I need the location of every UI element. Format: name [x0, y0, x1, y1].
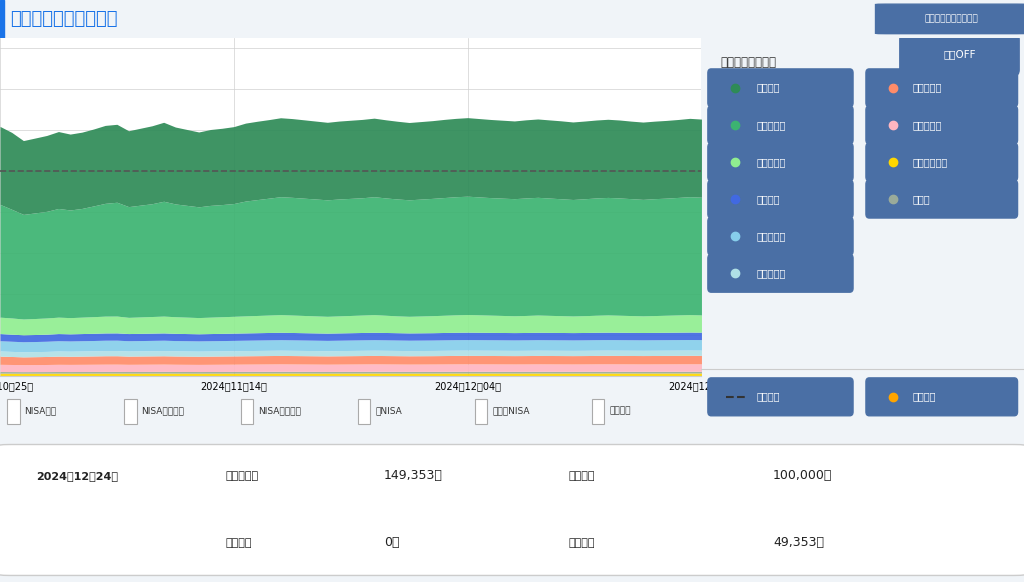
Text: NISA（積立）: NISA（積立） [258, 407, 301, 416]
Bar [0, 0, 4, 38]
Bar [7, 399, 19, 424]
FancyBboxPatch shape [708, 106, 853, 144]
FancyBboxPatch shape [866, 378, 1018, 416]
FancyBboxPatch shape [708, 143, 853, 181]
Text: 資産推移を詳しくみる: 資産推移を詳しくみる [925, 15, 978, 23]
Text: コモディティ: コモディティ [912, 157, 948, 167]
Text: 投資金額: 投資金額 [757, 392, 779, 402]
Text: 預り資産推移チャート: 預り資産推移チャート [10, 10, 118, 28]
Bar [592, 399, 604, 424]
Text: 目標銘柄: 目標銘柄 [609, 407, 631, 416]
Text: 先進国株式: 先進国株式 [757, 120, 785, 130]
Text: 新興国株式: 新興国株式 [757, 157, 785, 167]
Text: NISA（成長）: NISA（成長） [141, 407, 184, 416]
Text: 国内リート: 国内リート [912, 83, 942, 93]
Text: 国内株式: 国内株式 [757, 83, 779, 93]
Text: 先進国債券: 先進国債券 [757, 231, 785, 241]
FancyBboxPatch shape [876, 4, 1024, 34]
Text: 旧NISA: 旧NISA [375, 407, 402, 416]
FancyBboxPatch shape [708, 217, 853, 255]
FancyBboxPatch shape [900, 34, 1019, 76]
Text: 0円: 0円 [384, 536, 399, 549]
FancyBboxPatch shape [708, 180, 853, 218]
FancyBboxPatch shape [866, 106, 1018, 144]
Bar [357, 399, 371, 424]
FancyBboxPatch shape [866, 69, 1018, 107]
Text: NISA全体: NISA全体 [25, 407, 56, 416]
Bar [475, 399, 487, 424]
Text: 国内債券: 国内債券 [757, 194, 779, 204]
FancyBboxPatch shape [708, 378, 853, 416]
Text: チャート表示選択: チャート表示選択 [721, 56, 777, 69]
FancyBboxPatch shape [0, 445, 1024, 576]
FancyBboxPatch shape [708, 254, 853, 292]
Text: 現金残高: 現金残高 [225, 538, 252, 548]
Text: その他: その他 [912, 194, 931, 204]
Text: 149,353円: 149,353円 [384, 469, 442, 482]
Text: 49,353円: 49,353円 [773, 536, 824, 549]
Text: 評価損益: 評価損益 [568, 538, 595, 548]
Text: 全てOFF: 全てOFF [943, 49, 976, 59]
Text: 旧積立NISA: 旧積立NISA [493, 407, 529, 416]
FancyBboxPatch shape [866, 180, 1018, 218]
Text: 100,000円: 100,000円 [773, 469, 833, 482]
Text: 投信評価額: 投信評価額 [225, 471, 258, 481]
FancyBboxPatch shape [708, 69, 853, 107]
Text: 投資金額: 投資金額 [568, 471, 595, 481]
Text: 新興国債券: 新興国債券 [757, 268, 785, 278]
Text: 2024年12月24日: 2024年12月24日 [36, 471, 118, 481]
Bar [124, 399, 136, 424]
FancyBboxPatch shape [866, 143, 1018, 181]
Bar [241, 399, 254, 424]
Text: 現金残高: 現金残高 [912, 392, 936, 402]
Text: 海外リート: 海外リート [912, 120, 942, 130]
